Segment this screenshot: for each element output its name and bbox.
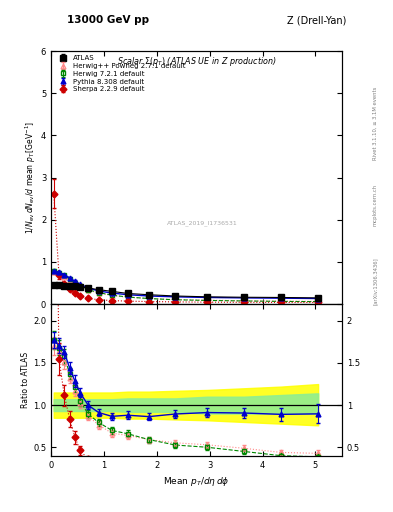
Text: Scalar $\Sigma(p_T)$ (ATLAS UE in $Z$ production): Scalar $\Sigma(p_T)$ (ATLAS UE in $Z$ pr… [117,55,276,68]
Text: ATLAS_2019_I1736531: ATLAS_2019_I1736531 [167,220,238,226]
Text: 13000 GeV pp: 13000 GeV pp [67,15,149,25]
Y-axis label: $1/N_\mathrm{ev}\,dN_\mathrm{ev}/d$ mean $p_T\,[\mathrm{GeV}^{-1}]$: $1/N_\mathrm{ev}\,dN_\mathrm{ev}/d$ mean… [24,121,38,234]
Text: Z (Drell-Yan): Z (Drell-Yan) [287,15,346,25]
Y-axis label: Ratio to ATLAS: Ratio to ATLAS [21,352,30,408]
X-axis label: Mean $p_T/d\eta\,d\phi$: Mean $p_T/d\eta\,d\phi$ [163,475,230,488]
Text: [arXiv:1306.3436]: [arXiv:1306.3436] [373,258,378,306]
Text: Rivet 3.1.10, ≥ 3.1M events: Rivet 3.1.10, ≥ 3.1M events [373,86,378,160]
Text: mcplots.cern.ch: mcplots.cern.ch [373,184,378,226]
Legend: ATLAS, Herwig++ Powheg 2.7.1 default, Herwig 7.2.1 default, Pythia 8.308 default: ATLAS, Herwig++ Powheg 2.7.1 default, He… [55,55,187,93]
